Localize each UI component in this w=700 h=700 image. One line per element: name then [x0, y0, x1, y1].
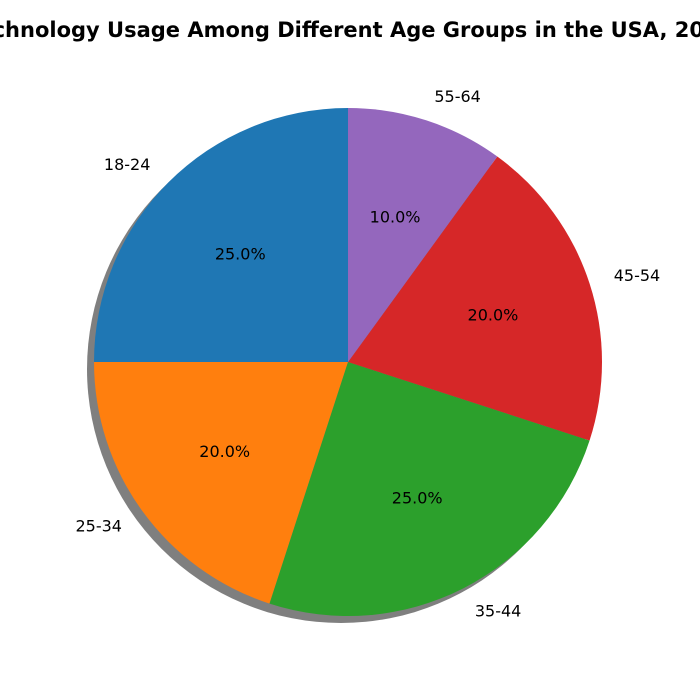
slice-label-45-54: 45-54 [614, 266, 661, 285]
slice-label-18-24: 18-24 [104, 155, 151, 174]
pct-label-55-64: 10.0% [370, 208, 421, 227]
pct-label-35-44: 25.0% [392, 488, 443, 507]
pct-label-18-24: 25.0% [215, 245, 266, 264]
pie-slices [94, 108, 602, 616]
pie-slice-18-24 [94, 108, 348, 362]
pct-label-25-34: 20.0% [199, 442, 250, 461]
slice-label-55-64: 55-64 [434, 87, 481, 106]
slice-label-25-34: 25-34 [75, 517, 122, 536]
pct-label-45-54: 20.0% [468, 305, 519, 324]
chart-title: Technology Usage Among Different Age Gro… [0, 18, 700, 42]
slice-label-35-44: 35-44 [475, 601, 522, 620]
